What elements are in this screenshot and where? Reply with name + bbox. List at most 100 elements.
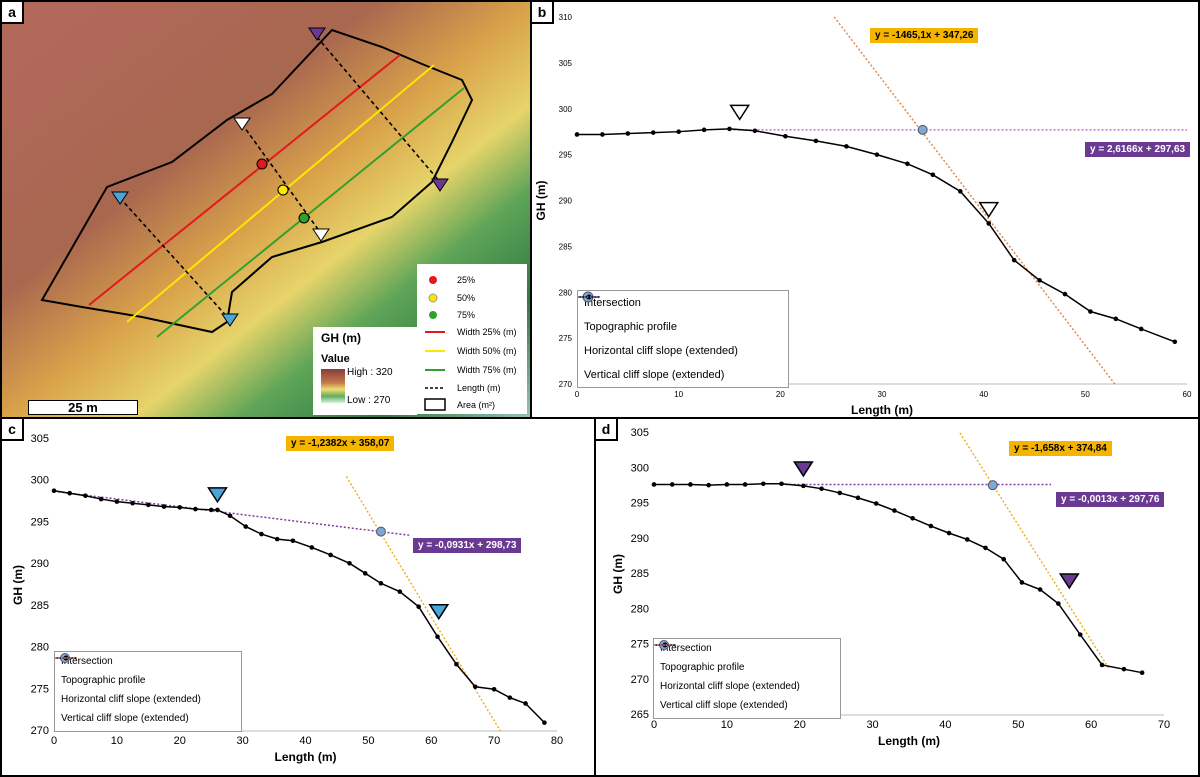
d-profile-point-0 [651, 482, 657, 487]
d-profile-point-11 [855, 495, 861, 501]
b-triangle-marker-0 [729, 104, 751, 121]
legend-b-label-3: Vertical cliff slope (extended) [584, 369, 725, 381]
legend-75: 75% [457, 310, 476, 320]
c-vertical-slope-line [345, 476, 502, 732]
marker-blue-top [111, 191, 129, 205]
d-vertical-slope-line [959, 432, 1110, 670]
d-xtick-6: 60 [1085, 719, 1097, 731]
c-profile-point-16 [290, 538, 296, 544]
area-outline [40, 28, 474, 334]
c-profile-point-12 [227, 513, 233, 519]
d-ytick-5: 290 [631, 533, 649, 545]
c-xtick-1: 10 [111, 735, 123, 747]
legend-c-label-1: Topographic profile [61, 675, 146, 686]
b-ytick-2: 280 [559, 288, 573, 297]
d-xtick-7: 70 [1158, 719, 1170, 731]
marker-purple-bottom [431, 178, 449, 192]
c-profile-point-10 [208, 507, 214, 513]
d-profile-point-3 [706, 482, 711, 488]
legend-b-label-1: Topographic profile [584, 321, 677, 333]
panel-label-a: a [2, 2, 24, 24]
legend-length: Length (m) [457, 383, 501, 393]
b-ytick-0: 270 [559, 380, 573, 389]
panel-c-chart: c 0 10 20 30 40 50 60 70 80 270 275 280 285 290 295 300… [0, 417, 596, 777]
b-profile-point-20 [1113, 316, 1119, 322]
b-profile-point-17 [1037, 278, 1042, 283]
c-ytick-7: 305 [31, 433, 49, 445]
legend-50: 50% [457, 293, 476, 303]
equation-c-orange: y = -1,2382x + 358,07 [286, 436, 395, 451]
c-ytick-1: 275 [31, 683, 49, 695]
c-profile-point-19 [347, 561, 352, 566]
c-profile-point-13 [243, 524, 249, 529]
c-profile-point-3 [98, 496, 104, 502]
legend-d-intersection: Intersection [654, 639, 840, 658]
equation-d-orange: y = -1,658x + 374,84 [1009, 441, 1112, 456]
c-xtick-8: 80 [551, 735, 563, 747]
d-profile-point-16 [946, 530, 952, 536]
d-ytick-1: 270 [631, 674, 649, 686]
d-ytick-0: 265 [631, 709, 649, 721]
d-xtick-4: 40 [939, 719, 951, 731]
map-legend: 25% 50% 75% Width 25% (m) Width 50% (m) … [417, 264, 527, 414]
c-profile-point-21 [378, 581, 384, 586]
c-profile-point-30 [542, 720, 547, 725]
equation-b-orange: y = -1465,1x + 347,26 [870, 28, 979, 43]
chart-d-svg: 0 10 20 30 40 50 60 70 265 270 275 280 285 290 295 300 3… [611, 427, 1170, 748]
d-triangle-marker-0 [792, 461, 814, 478]
c-profile-point-20 [362, 571, 368, 576]
d-profile-point-17 [964, 537, 970, 542]
legend-area: Area (m²) [457, 400, 495, 410]
c-profile-point-8 [177, 505, 183, 510]
d-profile-point-10 [837, 490, 843, 496]
c-xtick-3: 30 [237, 735, 249, 747]
b-xtick-4: 40 [979, 390, 988, 399]
legend-c: Intersection Topographic profile Horizon… [54, 651, 242, 732]
equation-b-purple: y = 2,6166x + 297,63 [1085, 142, 1191, 157]
legend-c-profile: Topographic profile [55, 655, 241, 690]
b-profile-point-7 [752, 128, 758, 134]
d-triangle-marker-1 [1058, 573, 1080, 590]
d-profile-point-18 [983, 545, 988, 551]
c-profile-point-29 [523, 701, 528, 706]
d-profile-point-15 [928, 523, 934, 529]
d-profile-point-13 [892, 508, 897, 513]
marker-white-top [233, 117, 251, 131]
d-profile-point-9 [819, 486, 824, 491]
gh-title: GH (m) [321, 331, 361, 345]
length-line-purple [316, 36, 441, 183]
c-ytick-4: 290 [31, 558, 49, 570]
panel-label-d: d [596, 419, 618, 441]
c-profile-point-9 [193, 506, 198, 512]
b-profile-point-13 [930, 172, 936, 178]
b-profile-point-3 [650, 130, 656, 135]
chart-b-svg: 0 10 20 30 40 50 60 270 275 280 285 290 295 300 305 310… [534, 13, 1192, 417]
b-profile-point-15 [986, 221, 992, 226]
legend-b-intersection: Intersection [578, 291, 788, 315]
c-ytick-0: 270 [31, 725, 49, 737]
d-profile-point-14 [910, 516, 915, 521]
d-profile-point-25 [1121, 666, 1127, 672]
legend-width-50: Width 50% (m) [457, 346, 517, 356]
b-profile-point-6 [727, 126, 732, 132]
b-profile-point-21 [1138, 326, 1144, 332]
d-ytick-2: 275 [631, 639, 649, 651]
d-xlabel: Length (m) [878, 734, 940, 748]
legend-c-intersection: Intersection [55, 652, 241, 671]
width-75-line [156, 87, 465, 338]
c-ytick-6: 300 [31, 475, 49, 487]
c-ytick-2: 280 [31, 642, 49, 654]
b-ytick-8: 310 [559, 13, 573, 22]
c-profile-point-0 [51, 488, 57, 494]
legend-c-vertical: Vertical cliff slope (extended) [55, 657, 241, 728]
b-xtick-6: 60 [1183, 390, 1192, 399]
c-xtick-4: 40 [299, 735, 311, 747]
c-profile-point-2 [83, 493, 88, 499]
point-75 [298, 212, 310, 224]
d-xtick-5: 50 [1012, 719, 1024, 731]
b-profile-point-10 [844, 144, 849, 149]
b-profile-point-0 [574, 132, 580, 137]
b-ytick-1: 275 [559, 334, 573, 343]
b-ytick-5: 295 [559, 151, 573, 160]
panel-a-map: a [0, 0, 532, 419]
